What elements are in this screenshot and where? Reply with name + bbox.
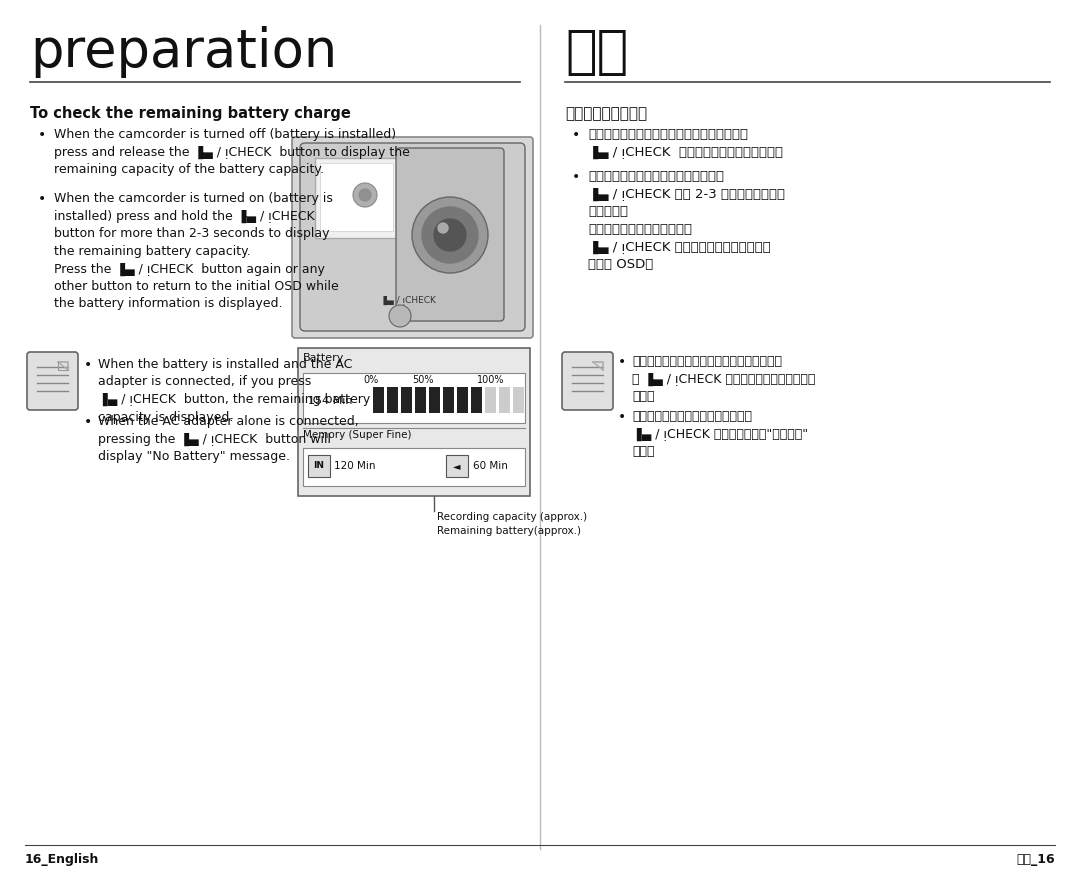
Text: To check the remaining battery charge: To check the remaining battery charge — [30, 106, 351, 121]
Bar — [308, 455, 330, 477]
Bar — [298, 348, 530, 496]
Text: 16_English: 16_English — [25, 853, 99, 866]
Circle shape — [438, 223, 448, 233]
Text: Memory (Super Fine): Memory (Super Fine) — [303, 430, 411, 440]
Bar — [320, 163, 393, 231]
Text: 如果仅连接了交流电源适配器，按下
▐▄ / ᴉCHECK 按鈕，则会显示"没有电池"
消息。: 如果仅连接了交流电源适配器，按下 ▐▄ / ᴉCHECK 按鈕，则会显示"没有电… — [632, 410, 808, 458]
Bar — [401, 387, 411, 413]
Circle shape — [353, 183, 377, 207]
Text: Remaining battery(approx.): Remaining battery(approx.) — [437, 526, 581, 536]
Bar — [315, 158, 400, 238]
Text: When the battery is installed and the AC
adapter is connected, if you press
▐▄ /: When the battery is installed and the AC… — [98, 358, 370, 424]
Text: preparation: preparation — [30, 26, 337, 78]
Text: •: • — [38, 128, 46, 142]
Bar — [303, 373, 525, 423]
Text: 中文_16: 中文_16 — [1016, 853, 1055, 866]
Bar — [457, 387, 468, 413]
Bar — [303, 448, 525, 486]
Text: 0%: 0% — [363, 375, 379, 385]
Text: •: • — [572, 128, 580, 142]
Circle shape — [359, 189, 372, 201]
Text: 50%: 50% — [413, 375, 434, 385]
Bar — [373, 387, 384, 413]
Text: 检查剩余的电池电量: 检查剩余的电池电量 — [565, 106, 647, 121]
Text: •: • — [618, 410, 626, 424]
Text: ▐▄ / ᴉCHECK: ▐▄ / ᴉCHECK — [380, 296, 436, 305]
Text: Recording capacity (approx.): Recording capacity (approx.) — [437, 512, 588, 522]
Text: •: • — [618, 355, 626, 369]
Text: 在安装电池且连接交流电源适配器时，如果按
下 ▐▄ / ᴉCHECK 按鈕，即会显示剩余的电池
电量。: 在安装电池且连接交流电源适配器时，如果按 下 ▐▄ / ᴉCHECK 按鈕，即会… — [632, 355, 815, 403]
Text: •: • — [84, 358, 92, 372]
Circle shape — [411, 197, 488, 273]
Text: ◄: ◄ — [454, 461, 461, 471]
Text: •: • — [84, 415, 92, 429]
Text: •: • — [572, 170, 580, 184]
FancyBboxPatch shape — [300, 143, 525, 331]
Text: 154 Min: 154 Min — [308, 396, 352, 406]
Text: IN: IN — [313, 461, 324, 470]
Text: When the camcorder is turned off (battery is installed)
press and release the ▐▄: When the camcorder is turned off (batter… — [54, 128, 410, 177]
FancyBboxPatch shape — [396, 148, 504, 321]
Text: When the camcorder is turned on (battery is
installed) press and hold the ▐▄ / ᴉ: When the camcorder is turned on (battery… — [54, 192, 339, 310]
Bar — [387, 387, 399, 413]
Text: 当摄像机开启（安装了电池）时，按住
▐▄ / ᴉCHECK 按鈕 2-3 秒钟以显示剩余的
电池电量。
在显示电池信息时，再次按下
▐▄ / ᴉCHECK 按鈕: 当摄像机开启（安装了电池）时，按住 ▐▄ / ᴉCHECK 按鈕 2-3 秒钟以… — [588, 170, 785, 271]
FancyBboxPatch shape — [27, 352, 78, 410]
Bar — [429, 387, 440, 413]
Bar — [415, 387, 426, 413]
Bar — [471, 387, 482, 413]
Text: •: • — [38, 192, 46, 206]
Bar — [513, 387, 524, 413]
Text: 准备: 准备 — [565, 26, 629, 78]
Text: 60 Min: 60 Min — [473, 461, 508, 471]
Text: 当摄像机关闭（安装了电池）时，按下再松开
▐▄ / ᴉCHECK  按鈕以显示剩余的电池电量。: 当摄像机关闭（安装了电池）时，按下再松开 ▐▄ / ᴉCHECK 按鈕以显示剩余… — [588, 128, 783, 159]
Text: Battery: Battery — [303, 353, 345, 363]
Circle shape — [389, 305, 411, 327]
Bar — [446, 455, 468, 477]
FancyBboxPatch shape — [292, 137, 534, 338]
FancyBboxPatch shape — [562, 352, 613, 410]
Circle shape — [422, 207, 478, 263]
Text: 120 Min: 120 Min — [334, 461, 376, 471]
Text: 100%: 100% — [477, 375, 504, 385]
Bar — [485, 387, 496, 413]
Bar — [443, 387, 454, 413]
Bar — [499, 387, 510, 413]
Text: When the AC adapter alone is connected,
pressing the ▐▄ / ᴉCHECK  button will
di: When the AC adapter alone is connected, … — [98, 415, 359, 463]
Circle shape — [434, 219, 465, 251]
